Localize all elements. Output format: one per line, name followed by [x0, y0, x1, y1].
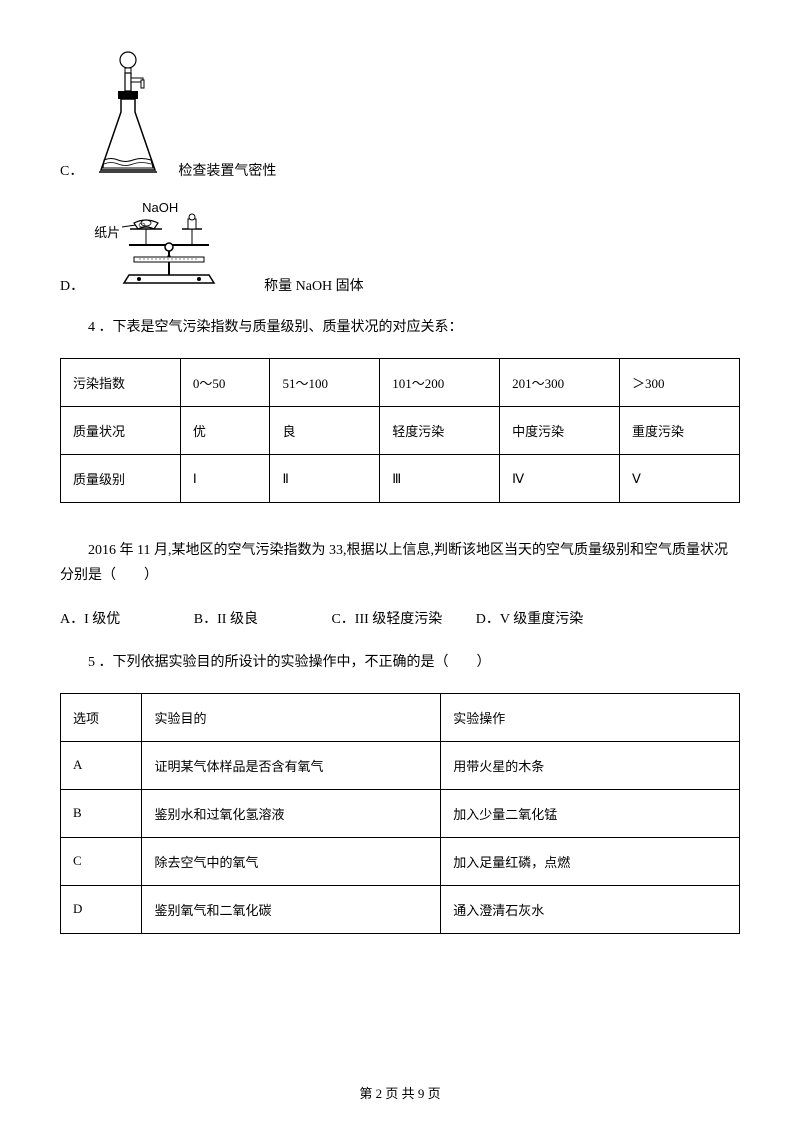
q4-option-b: B．II 级良: [194, 607, 258, 632]
flask-apparatus-icon: [93, 50, 163, 180]
table-cell: 101～200: [380, 359, 500, 407]
table-cell: 选项: [61, 693, 142, 741]
table-cell: 实验目的: [142, 693, 441, 741]
table-row: C 除去空气中的氧气 加入足量红磷，点燃: [61, 837, 740, 885]
table-cell: ＞300: [620, 359, 740, 407]
table-cell: Ⅰ: [180, 455, 270, 503]
table-cell: 51～100: [270, 359, 380, 407]
table-cell: Ⅱ: [270, 455, 380, 503]
q4-option-c: C．III 级轻度污染: [331, 607, 442, 632]
q4-options: A．I 级优 B．II 级良 C．III 级轻度污染 D．V 级重度污染: [60, 607, 740, 632]
table-cell: 重度污染: [620, 407, 740, 455]
table-cell: 中度污染: [500, 407, 620, 455]
table-row: 污染指数 0～50 51～100 101～200 201～300 ＞300: [61, 359, 740, 407]
table-cell: 良: [270, 407, 380, 455]
table-cell: B: [61, 789, 142, 837]
table-cell: 加入足量红磷，点燃: [441, 837, 740, 885]
table-cell: Ⅴ: [620, 455, 740, 503]
table-cell: D: [61, 885, 142, 933]
option-d-row: D． NaOH 纸片 称量 NaOH 固体: [60, 200, 740, 295]
option-d-text: 称量 NaOH 固体: [264, 275, 364, 295]
option-c-text: 检查装置气密性: [178, 160, 276, 180]
table-cell: 污染指数: [61, 359, 181, 407]
balance-scale-icon: [94, 205, 244, 295]
table-cell: 证明某气体样品是否含有氧气: [142, 741, 441, 789]
table-cell: 通入澄清石灰水: [441, 885, 740, 933]
q4-intro: 4 ．下表是空气污染指数与质量级别、质量状况的对应关系：: [60, 315, 740, 340]
table-row: 质量状况 优 良 轻度污染 中度污染 重度污染: [61, 407, 740, 455]
balance-diagram-wrapper: NaOH 纸片: [94, 200, 249, 295]
table-cell: 0～50: [180, 359, 270, 407]
table-cell: 轻度污染: [380, 407, 500, 455]
table-cell: C: [61, 837, 142, 885]
option-d-label: D．: [60, 275, 84, 295]
table-row: 质量级别 Ⅰ Ⅱ Ⅲ Ⅳ Ⅴ: [61, 455, 740, 503]
table-row: D 鉴别氧气和二氧化碳 通入澄清石灰水: [61, 885, 740, 933]
table-cell: 优: [180, 407, 270, 455]
q5-intro: 5 ．下列依据实验目的所设计的实验操作中，不正确的是（ ）: [60, 650, 740, 675]
q4-option-d: D．V 级重度污染: [476, 607, 583, 632]
q4-option-a: A．I 级优: [60, 607, 120, 632]
option-c-label: C．: [60, 160, 83, 180]
table-cell: 201～300: [500, 359, 620, 407]
table-cell: 鉴别水和过氧化氢溶液: [142, 789, 441, 837]
table-row: B 鉴别水和过氧化氢溶液 加入少量二氧化锰: [61, 789, 740, 837]
table-row: 选项 实验目的 实验操作: [61, 693, 740, 741]
table-cell: Ⅳ: [500, 455, 620, 503]
option-c-row: C． 检查装置气密性: [60, 50, 740, 180]
experiment-table: 选项 实验目的 实验操作 A 证明某气体样品是否含有氧气 用带火星的木条 B 鉴…: [60, 693, 740, 934]
table-cell: 加入少量二氧化锰: [441, 789, 740, 837]
page-footer: 第 2 页 共 9 页: [0, 1083, 800, 1102]
table-cell: Ⅲ: [380, 455, 500, 503]
table-cell: 除去空气中的氧气: [142, 837, 441, 885]
table-row: A 证明某气体样品是否含有氧气 用带火星的木条: [61, 741, 740, 789]
table-cell: 鉴别氧气和二氧化碳: [142, 885, 441, 933]
table-cell: 实验操作: [441, 693, 740, 741]
table-cell: 质量状况: [61, 407, 181, 455]
table-cell: A: [61, 741, 142, 789]
table-cell: 质量级别: [61, 455, 181, 503]
table-cell: 用带火星的木条: [441, 741, 740, 789]
pollution-index-table: 污染指数 0～50 51～100 101～200 201～300 ＞300 质量…: [60, 358, 740, 503]
q4-context: 2016 年 11 月,某地区的空气污染指数为 33,根据以上信息,判断该地区当…: [60, 538, 740, 588]
